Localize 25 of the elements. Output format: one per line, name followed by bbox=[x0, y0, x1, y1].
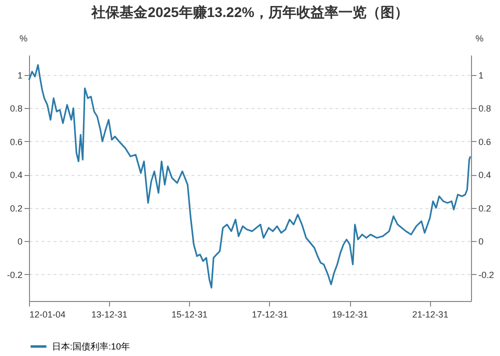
x-tick-label: 13-12-31 bbox=[91, 310, 128, 320]
y2-tick-label: 0.4 bbox=[478, 170, 492, 180]
x-tick-label: 21-12-31 bbox=[412, 310, 448, 320]
y-tick-label: 0.2 bbox=[10, 203, 22, 214]
y-tick-label: 0.8 bbox=[10, 104, 22, 114]
y2-tick-label: -0.2 bbox=[478, 270, 494, 280]
line-series bbox=[28, 64, 472, 289]
y2-axis-title: % bbox=[475, 34, 484, 44]
y-axis-title: % bbox=[19, 34, 28, 44]
x-tick-label: 19-12-31 bbox=[332, 310, 368, 320]
y-tick-label: -0.2 bbox=[6, 270, 22, 280]
y2-tick-label: 0 bbox=[478, 236, 484, 247]
chart-title: 社保基金2025年赚13.22%，历年收益率一览（图） bbox=[90, 4, 408, 20]
y-tick-label: 0.6 bbox=[10, 136, 22, 147]
y2-tick-label: 1 bbox=[478, 70, 484, 80]
y-tick-label: 0 bbox=[17, 236, 22, 247]
y2-tick-label: 0.6 bbox=[478, 136, 492, 147]
x-tick-label: 12-01-04 bbox=[30, 310, 66, 320]
x-tick-label: 15-12-31 bbox=[172, 310, 208, 320]
x-tick-label: 17-12-31 bbox=[252, 310, 288, 320]
y-tick-label: 0.4 bbox=[10, 170, 22, 180]
y2-tick-label: 0.2 bbox=[478, 203, 492, 214]
y2-tick-label: 0.8 bbox=[478, 104, 492, 114]
y-tick-label: 1 bbox=[17, 70, 22, 80]
legend-label: 日本:国债利率:10年 bbox=[52, 342, 130, 352]
